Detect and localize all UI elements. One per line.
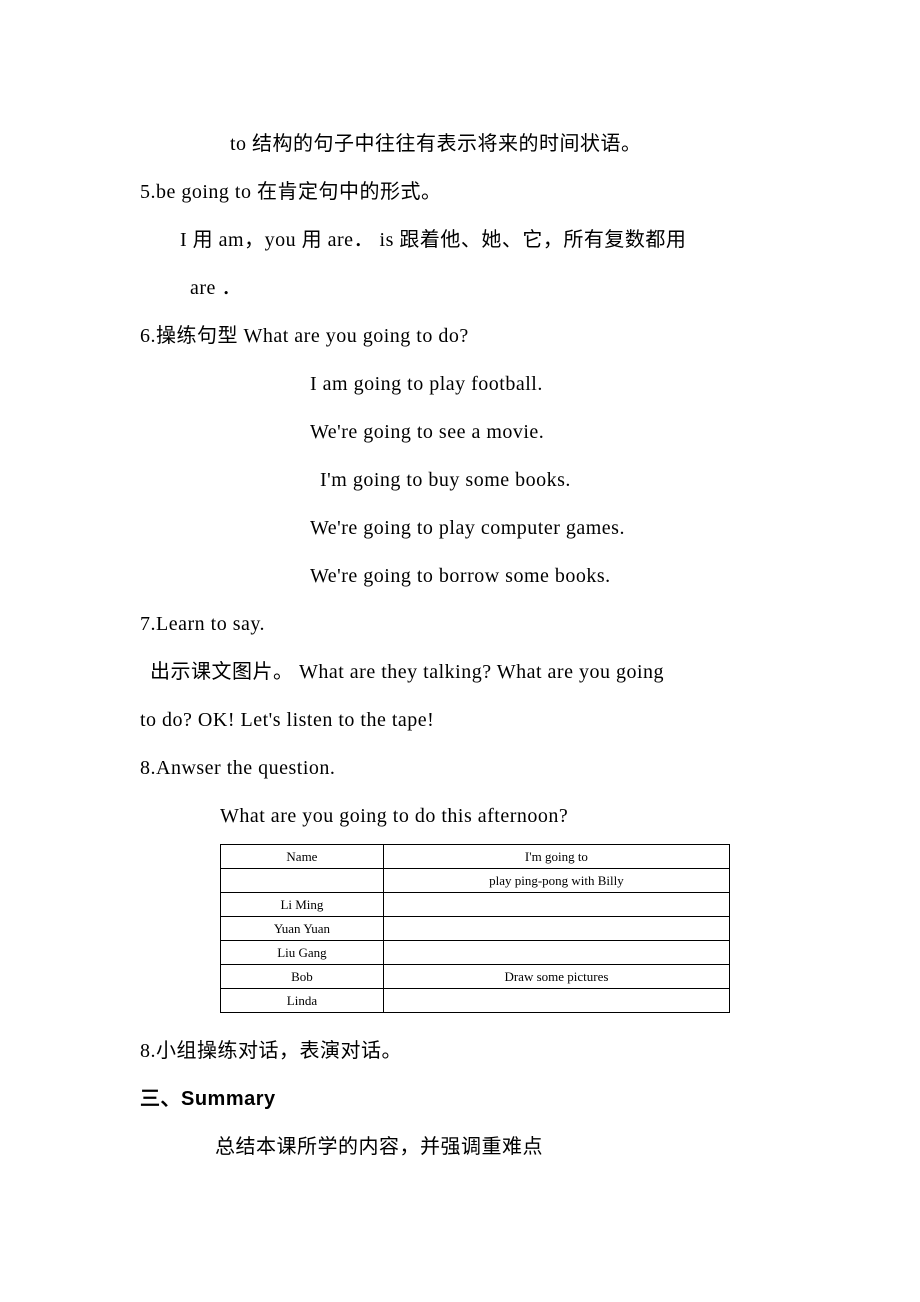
table-row: Yuan Yuan (221, 917, 730, 941)
document-page: to 结构的句子中往往有表示将来的时间状语。 5.be going to 在肯定… (0, 0, 920, 1211)
answer-table-wrap: Name I'm going to play ping-pong with Bi… (140, 844, 800, 1013)
table-cell-activity (383, 917, 729, 941)
body-text: I 用 am，you 用 are． is 跟着他、她、它，所有复数都用 (140, 216, 800, 264)
body-text: 5.be going to 在肯定句中的形式。 (140, 168, 800, 216)
answer-table: Name I'm going to play ping-pong with Bi… (220, 844, 730, 1013)
table-row: Li Ming (221, 893, 730, 917)
table-cell-activity: play ping-pong with Billy (383, 869, 729, 893)
table-cell-activity (383, 893, 729, 917)
table-row: Name I'm going to (221, 845, 730, 869)
body-text: 出示课文图片。 What are they talking? What are … (140, 648, 800, 696)
body-text: 7.Learn to say. (140, 600, 800, 648)
body-text: What are you going to do this afternoon? (140, 792, 800, 840)
body-text: I am going to play football. (140, 360, 800, 408)
table-cell-name (221, 869, 384, 893)
table-cell-activity: Draw some pictures (383, 965, 729, 989)
table-cell-activity (383, 989, 729, 1013)
body-text: 8.Anwser the question. (140, 744, 800, 792)
table-cell-name: Yuan Yuan (221, 917, 384, 941)
body-text: We're going to see a movie. (140, 408, 800, 456)
table-header-activity: I'm going to (383, 845, 729, 869)
table-row: Bob Draw some pictures (221, 965, 730, 989)
body-text: We're going to borrow some books. (140, 552, 800, 600)
body-text: to 结构的句子中往往有表示将来的时间状语。 (140, 120, 800, 168)
body-text: 6.操练句型 What are you going to do? (140, 312, 800, 360)
table-row: play ping-pong with Billy (221, 869, 730, 893)
table-cell-activity (383, 941, 729, 965)
body-text: I'm going to buy some books. (140, 456, 800, 504)
body-text: 总结本课所学的内容，并强调重难点 (140, 1123, 800, 1171)
table-row: Liu Gang (221, 941, 730, 965)
table-cell-name: Liu Gang (221, 941, 384, 965)
table-cell-name: Linda (221, 989, 384, 1013)
table-cell-name: Bob (221, 965, 384, 989)
body-text: We're going to play computer games. (140, 504, 800, 552)
body-text: are ． (140, 264, 800, 312)
table-row: Linda (221, 989, 730, 1013)
body-text: to do? OK! Let's listen to the tape! (140, 696, 800, 744)
table-cell-name: Li Ming (221, 893, 384, 917)
section-heading: 三、Summary (140, 1075, 800, 1123)
table-header-name: Name (221, 845, 384, 869)
body-text: 8.小组操练对话，表演对话。 (140, 1027, 800, 1075)
